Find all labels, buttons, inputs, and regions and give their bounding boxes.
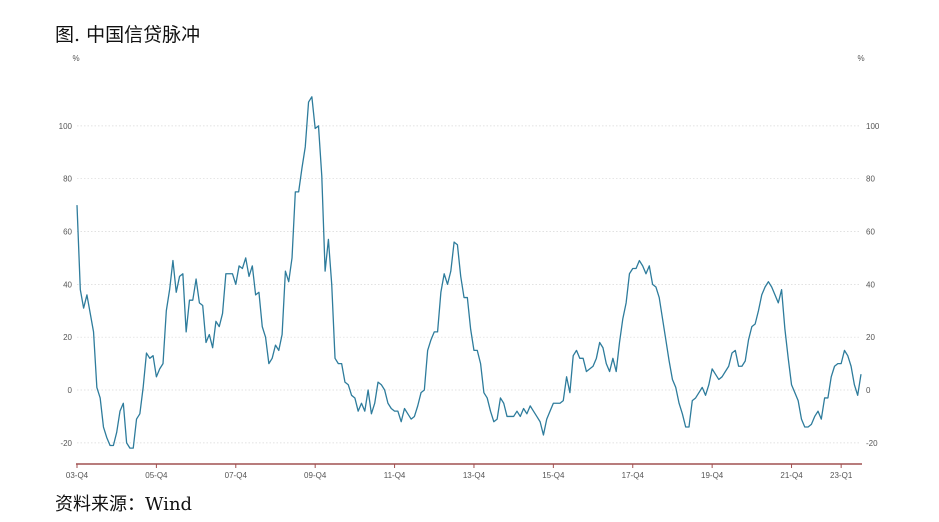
left-y-tick-5: 80 (63, 175, 72, 184)
x-tick-label-2: 07-Q4 (225, 471, 248, 480)
x-tick-label-1: 05-Q4 (145, 471, 168, 480)
right-y-tick-1: 0 (866, 386, 871, 395)
x-tick-label-8: 19-Q4 (701, 471, 724, 480)
x-tick-label-10: 23-Q1 (830, 471, 853, 480)
x-tick-label-0: 03-Q4 (66, 471, 89, 480)
left-y-tick-0: -20 (60, 439, 72, 448)
left-y-tick-1: 0 (68, 386, 73, 395)
right-y-tick-5: 80 (866, 175, 875, 184)
right-y-tick-0: -20 (866, 439, 878, 448)
x-tick-label-9: 21-Q4 (780, 471, 803, 480)
source-note: 资料来源：Wind (55, 494, 193, 515)
right-y-tick-2: 20 (866, 333, 875, 342)
gridlines (77, 125, 861, 444)
x-tick-label-3: 09-Q4 (304, 471, 327, 480)
left-y-tick-4: 60 (63, 228, 72, 237)
credit-impulse-line (76, 96, 862, 449)
x-tick-label-7: 17-Q4 (622, 471, 645, 480)
left-y-tick-2: 20 (63, 333, 72, 342)
right-axis-unit: % (857, 54, 864, 63)
right-y-tick-3: 40 (866, 280, 875, 289)
left-y-tick-6: 100 (59, 122, 73, 131)
x-axis-ticks: 03-Q4 05-Q4 07-Q4 09-Q4 11-Q4 13-Q4 15-Q4 17-Q4… (66, 464, 853, 480)
right-y-tick-6: 100 (866, 122, 880, 131)
x-tick-label-6: 15-Q4 (542, 471, 565, 480)
right-y-axis-ticks: -20 0 20 40 60 80 100 (866, 122, 880, 448)
x-tick-label-4: 11-Q4 (384, 471, 406, 480)
chart-title: 图. 中国信贷脉冲 (55, 24, 201, 46)
left-y-tick-3: 40 (63, 280, 72, 289)
left-y-axis-ticks: -20 0 20 40 60 80 100 (59, 122, 73, 448)
x-tick-label-5: 13-Q4 (463, 471, 486, 480)
right-y-tick-4: 60 (866, 228, 875, 237)
left-axis-unit: % (72, 54, 79, 63)
